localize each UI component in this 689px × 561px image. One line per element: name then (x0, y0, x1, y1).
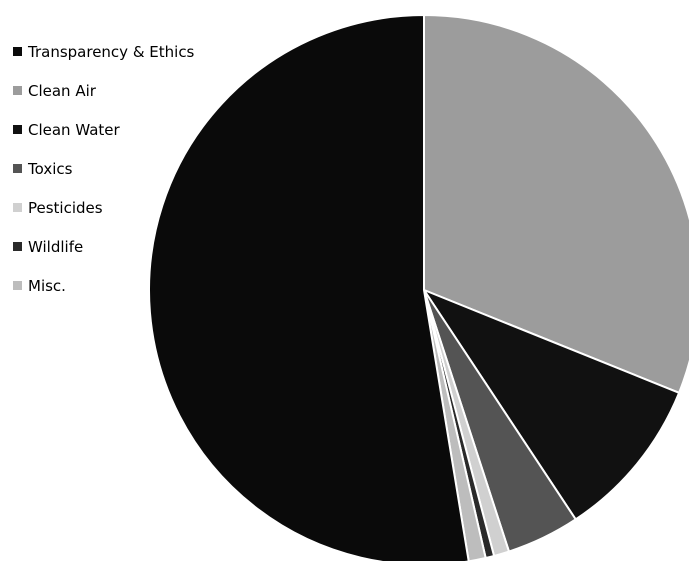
legend-swatch (13, 47, 22, 56)
pie-slice-transparency-ethics (148, 13, 470, 561)
pie-slices (148, 13, 689, 561)
legend-item-clean-water: Clean Water (13, 110, 194, 149)
legend-item-toxics: Toxics (13, 149, 194, 188)
legend-item-clean-air: Clean Air (13, 71, 194, 110)
legend-label: Clean Water (28, 120, 120, 139)
legend-swatch (13, 281, 22, 290)
legend-label: Pesticides (28, 198, 103, 217)
legend-swatch (13, 203, 22, 212)
legend-item-wildlife: Wildlife (13, 227, 194, 266)
legend-item-misc: Misc. (13, 266, 194, 305)
legend-item-pesticides: Pesticides (13, 188, 194, 227)
legend-label: Misc. (28, 276, 66, 295)
legend-label: Toxics (28, 159, 73, 178)
legend-label: Transparency & Ethics (28, 42, 195, 61)
pie-slice-clean-air (423, 13, 689, 395)
legend-label: Wildlife (28, 237, 84, 256)
pie-slice-clean-water (421, 287, 681, 521)
legend-swatch (13, 242, 22, 251)
legend-label: Clean Air (28, 81, 96, 100)
legend: Transparency & Ethics Clean Air Clean Wa… (13, 32, 194, 305)
legend-swatch (13, 86, 22, 95)
legend-item-transparency-ethics: Transparency & Ethics (13, 32, 194, 71)
pie-slice-misc (423, 289, 487, 561)
legend-swatch (13, 125, 22, 134)
legend-swatch (13, 164, 22, 173)
